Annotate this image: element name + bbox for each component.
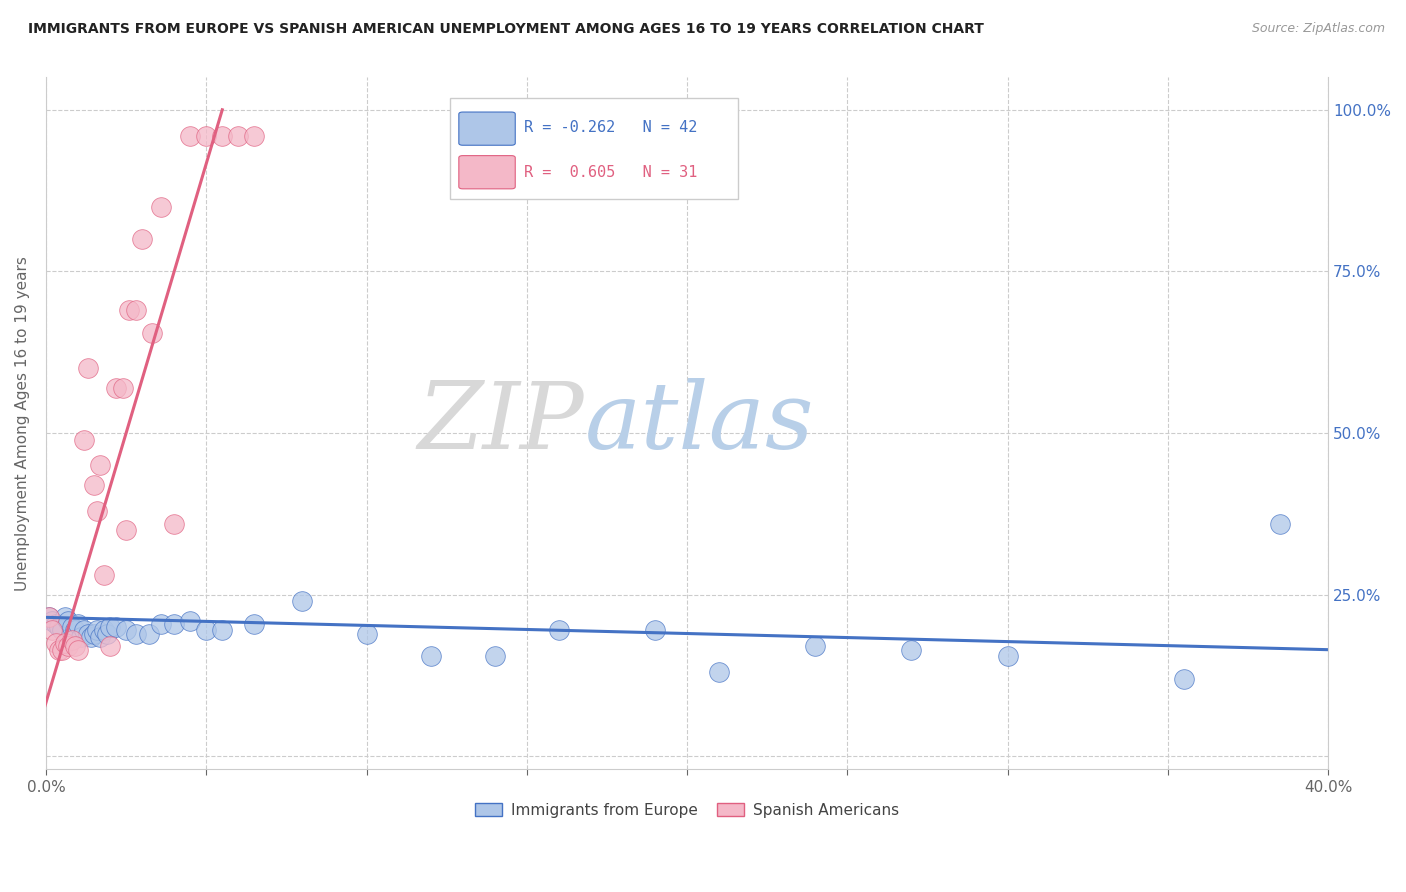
Point [138, 626, 160, 640]
Point [243, 128, 266, 143]
Point [96, 626, 118, 640]
Legend: Immigrants from Europe, Spanish Americans: Immigrants from Europe, Spanish American… [468, 797, 905, 824]
Point [547, 624, 569, 638]
Point [66, 642, 89, 657]
Point [41, 624, 63, 638]
Point [997, 649, 1019, 664]
Point [484, 649, 506, 664]
Point [1173, 672, 1195, 686]
Point [63, 640, 86, 654]
Point [195, 128, 218, 143]
Point [163, 516, 186, 531]
Point [93, 624, 115, 638]
Point [83, 477, 105, 491]
Point [63, 624, 86, 638]
Text: ZIP: ZIP [418, 378, 585, 468]
Point [38, 610, 60, 624]
Point [80, 630, 103, 644]
Point [53, 636, 76, 650]
Point [58, 640, 80, 654]
Point [141, 326, 163, 340]
Text: Source: ZipAtlas.com: Source: ZipAtlas.com [1251, 22, 1385, 36]
Point [900, 642, 922, 657]
Point [163, 616, 186, 631]
Point [86, 503, 108, 517]
Text: IMMIGRANTS FROM EUROPE VS SPANISH AMERICAN UNEMPLOYMENT AMONG AGES 16 TO 19 YEAR: IMMIGRANTS FROM EUROPE VS SPANISH AMERIC… [28, 22, 984, 37]
Point [125, 303, 148, 318]
Point [115, 523, 138, 537]
Point [211, 624, 233, 638]
Point [83, 626, 105, 640]
Point [73, 624, 96, 638]
Point [226, 128, 249, 143]
Point [86, 624, 108, 638]
Point [98, 640, 121, 654]
Text: atlas: atlas [585, 378, 814, 468]
Point [356, 626, 378, 640]
Point [93, 568, 115, 582]
Point [150, 616, 173, 631]
Text: R = -0.262   N = 42: R = -0.262 N = 42 [524, 120, 697, 135]
Text: R =  0.605   N = 31: R = 0.605 N = 31 [524, 165, 697, 179]
Point [211, 128, 233, 143]
Point [51, 624, 73, 638]
Point [51, 642, 73, 657]
Point [48, 642, 70, 657]
Point [76, 361, 98, 376]
Point [707, 665, 730, 680]
Point [58, 614, 80, 628]
Point [125, 626, 148, 640]
Point [60, 620, 83, 634]
FancyBboxPatch shape [450, 98, 738, 199]
Point [291, 594, 314, 608]
Point [644, 624, 666, 638]
Point [89, 458, 111, 473]
Point [179, 614, 201, 628]
Point [111, 381, 134, 395]
Point [45, 616, 67, 631]
Point [53, 610, 76, 624]
Point [131, 232, 153, 246]
Point [66, 616, 89, 631]
Point [1268, 516, 1291, 531]
Point [41, 614, 63, 628]
Point [179, 128, 201, 143]
Y-axis label: Unemployment Among Ages 16 to 19 years: Unemployment Among Ages 16 to 19 years [15, 256, 30, 591]
Point [105, 620, 128, 634]
Point [48, 620, 70, 634]
Point [98, 620, 121, 634]
Point [118, 303, 141, 318]
Point [243, 616, 266, 631]
Point [89, 630, 111, 644]
Point [70, 630, 93, 644]
Point [195, 624, 218, 638]
Point [60, 632, 83, 647]
Point [419, 649, 441, 664]
Point [38, 610, 60, 624]
Point [45, 636, 67, 650]
Point [105, 381, 128, 395]
Point [115, 624, 138, 638]
Point [73, 433, 96, 447]
FancyBboxPatch shape [458, 155, 515, 189]
Point [804, 640, 827, 654]
FancyBboxPatch shape [458, 112, 515, 145]
Point [76, 626, 98, 640]
Point [150, 200, 173, 214]
